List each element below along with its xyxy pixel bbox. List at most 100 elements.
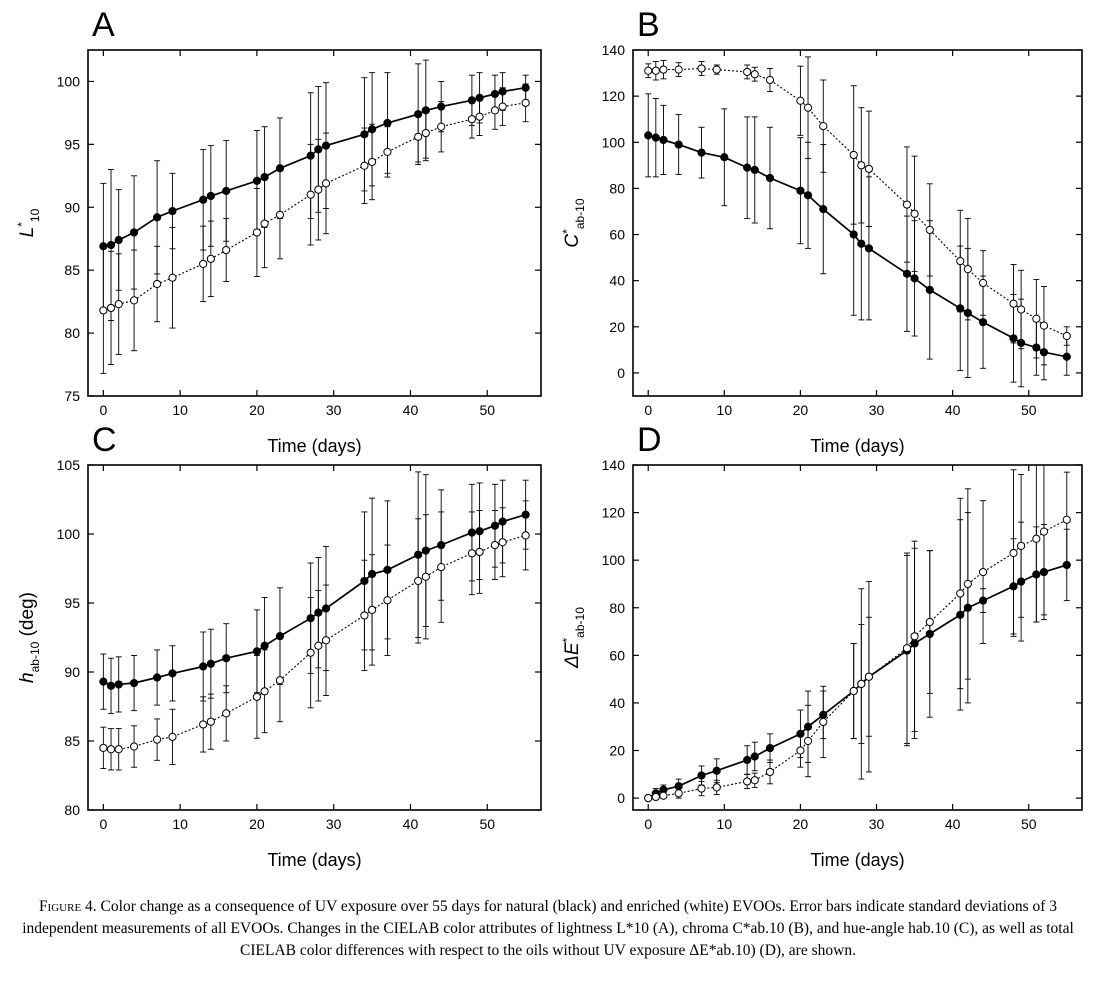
data-point xyxy=(114,745,123,754)
data-point xyxy=(910,274,919,283)
y-tick-label: 95 xyxy=(64,595,80,611)
y-tick-label: 40 xyxy=(609,695,625,711)
data-point xyxy=(314,641,323,650)
data-point xyxy=(796,96,805,105)
data-point xyxy=(765,173,775,183)
y-axis-label: hab-10 (deg) xyxy=(17,592,42,683)
data-point xyxy=(925,617,934,627)
y-tick-label: 90 xyxy=(64,199,80,215)
y-tick-label: 120 xyxy=(602,88,626,104)
caption-label: Figure 4. xyxy=(38,898,97,915)
x-tick-label: 0 xyxy=(99,816,107,832)
data-point xyxy=(153,735,162,744)
data-point xyxy=(421,572,430,581)
data-point xyxy=(803,736,813,746)
data-point xyxy=(206,659,215,668)
data-point xyxy=(659,791,668,800)
data-point xyxy=(106,681,116,690)
y-tick-label: 60 xyxy=(609,227,625,243)
data-point xyxy=(644,131,653,140)
data-point xyxy=(849,686,858,696)
data-point xyxy=(978,567,988,577)
y-tick-label: 140 xyxy=(602,457,626,473)
data-point xyxy=(490,540,500,550)
data-point xyxy=(902,200,912,209)
data-point xyxy=(963,265,972,274)
data-point xyxy=(252,692,262,701)
panel-letter: B xyxy=(637,6,660,44)
data-point xyxy=(498,102,507,111)
data-point xyxy=(803,191,813,200)
y-tick-label: 105 xyxy=(57,457,81,473)
data-point xyxy=(697,64,706,73)
data-point xyxy=(1017,305,1026,314)
panel-a: A 0 10 20 30 40 50 75 80 85 90 95 100 Time (days) L*10 xyxy=(15,6,542,456)
data-point xyxy=(467,115,476,124)
y-tick-label: 0 xyxy=(617,365,625,381)
data-point xyxy=(414,576,423,586)
x-tick-label: 50 xyxy=(1021,816,1037,832)
data-point xyxy=(222,709,231,718)
data-point xyxy=(674,789,683,798)
series-open xyxy=(99,83,530,374)
data-point xyxy=(521,98,530,107)
data-point xyxy=(743,755,752,765)
panel-b: B 0 10 20 30 40 50 0 20 40 60 80 100 120 140 Time (days… xyxy=(560,6,1083,456)
data-point xyxy=(199,195,208,204)
series-filled xyxy=(644,512,1071,803)
y-tick-label: 0 xyxy=(617,790,625,806)
data-point xyxy=(99,743,108,753)
data-point xyxy=(849,150,858,160)
y-tick-label: 20 xyxy=(609,319,625,335)
data-point xyxy=(475,112,484,121)
y-tick-label: 40 xyxy=(609,273,625,289)
data-point xyxy=(114,235,123,245)
series-line xyxy=(647,564,1068,799)
data-point xyxy=(367,605,377,615)
series-line xyxy=(102,513,526,687)
series-line xyxy=(648,519,1068,799)
x-tick-label: 20 xyxy=(249,402,265,418)
data-point xyxy=(199,720,208,729)
y-tick-label: 140 xyxy=(602,42,626,58)
x-tick-label: 40 xyxy=(945,816,961,832)
y-tick-label: 80 xyxy=(609,180,625,196)
data-point xyxy=(168,273,177,282)
data-point xyxy=(925,285,934,294)
data-point xyxy=(275,676,285,685)
plot-frame xyxy=(632,464,1083,811)
data-point xyxy=(222,186,231,196)
data-point xyxy=(750,165,759,175)
x-tick-label: 10 xyxy=(172,816,188,832)
data-point xyxy=(910,209,919,218)
series-filled xyxy=(99,471,530,714)
data-point xyxy=(1017,541,1026,550)
data-point xyxy=(490,106,500,115)
x-tick-label: 50 xyxy=(479,816,495,832)
data-point xyxy=(651,792,660,802)
data-point xyxy=(1039,527,1049,536)
data-point xyxy=(114,300,123,309)
data-point xyxy=(199,259,208,268)
panel-letter: D xyxy=(637,421,662,459)
data-point xyxy=(712,766,721,775)
y-tick-label: 20 xyxy=(609,743,625,759)
data-point xyxy=(796,746,805,755)
data-point xyxy=(750,70,759,79)
series-open xyxy=(644,464,1071,803)
data-point xyxy=(314,185,323,194)
series-line xyxy=(647,134,1067,358)
x-tick-label: 30 xyxy=(326,816,342,832)
x-tick-label: 40 xyxy=(403,816,419,832)
y-axis-label: ΔE*ab-10 xyxy=(560,607,587,669)
data-point xyxy=(106,303,116,313)
x-tick-label: 40 xyxy=(945,402,961,418)
y-tick-label: 120 xyxy=(602,505,626,521)
data-point xyxy=(674,140,683,149)
data-point xyxy=(963,579,972,589)
data-point xyxy=(275,210,285,219)
data-point xyxy=(498,538,507,547)
panel-letter: C xyxy=(92,421,117,459)
data-point xyxy=(1062,331,1071,341)
data-point xyxy=(1062,515,1071,524)
